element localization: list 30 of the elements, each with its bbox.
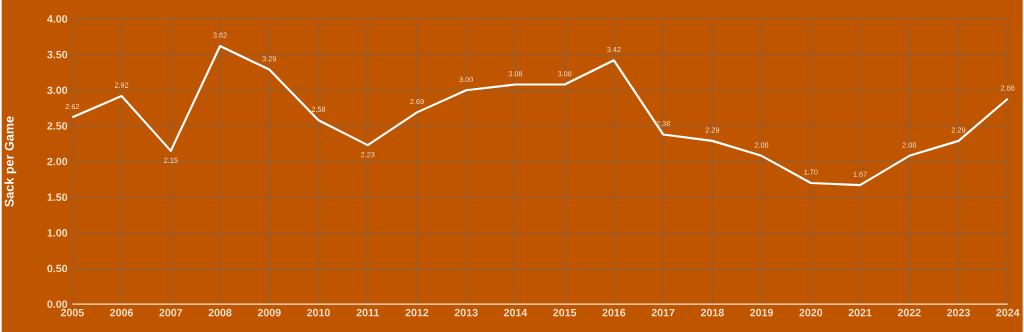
x-tick-label: 2016: [602, 308, 626, 317]
y-axis-title: Sack per Game: [4, 116, 17, 207]
x-tick-label: 2020: [799, 308, 823, 317]
x-tick-label: 2006: [110, 308, 134, 317]
x-tick-label: 2024: [996, 308, 1020, 317]
y-tick-label: 2.50: [47, 122, 68, 130]
y-tick-label: 1.00: [47, 229, 68, 237]
x-tick-label: 2014: [503, 308, 528, 317]
x-tick-label: 2019: [750, 308, 774, 317]
y-tick-label: 3.00: [47, 86, 68, 94]
y-tick-label: 3.50: [47, 50, 68, 59]
y-tick-label: 0.00: [47, 300, 68, 308]
x-tick-label: 2015: [553, 308, 577, 317]
x-tick-label: 2013: [454, 308, 478, 317]
x-tick-label: 2012: [405, 308, 429, 317]
y-tick-label: 2.00: [47, 157, 68, 166]
x-tick-label: 2010: [307, 308, 330, 317]
x-tick-label: 2008: [208, 308, 232, 317]
x-tick-label: 2017: [651, 308, 675, 317]
x-tick-label: 2011: [356, 308, 379, 317]
x-tick-label: 2005: [60, 308, 84, 317]
x-tick-label: 2022: [897, 308, 921, 317]
y-tick-label: 0.50: [47, 264, 68, 273]
x-tick-label: 2023: [947, 308, 970, 317]
y-tick-label: 1.50: [47, 193, 68, 201]
x-tick-label: 2007: [159, 308, 183, 317]
y-tick-label: 4.00: [47, 15, 68, 23]
x-tick-label: 2018: [700, 308, 724, 317]
x-tick-label: 2021: [848, 308, 872, 317]
x-tick-label: 2009: [257, 308, 281, 317]
